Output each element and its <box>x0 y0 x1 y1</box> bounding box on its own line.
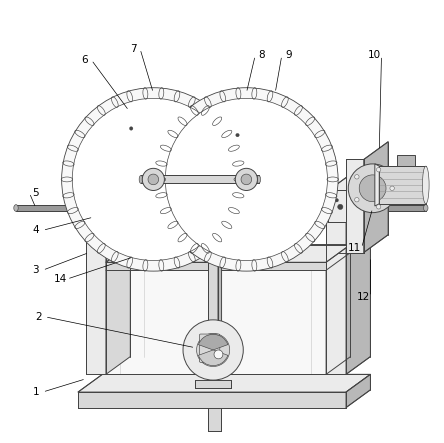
Bar <box>87 205 151 211</box>
Circle shape <box>348 164 397 213</box>
Bar <box>107 204 324 212</box>
Text: 1: 1 <box>32 387 39 397</box>
Circle shape <box>72 98 234 260</box>
Polygon shape <box>353 176 372 222</box>
Text: 12: 12 <box>357 292 370 302</box>
Polygon shape <box>326 253 350 374</box>
Bar <box>16 205 87 211</box>
Text: 7: 7 <box>130 44 137 54</box>
FancyBboxPatch shape <box>199 334 220 362</box>
Polygon shape <box>346 374 370 408</box>
Bar <box>86 190 109 222</box>
Polygon shape <box>326 199 370 217</box>
Bar <box>364 205 426 211</box>
Text: 11: 11 <box>348 243 361 253</box>
Ellipse shape <box>139 175 143 183</box>
Text: 6: 6 <box>81 55 88 65</box>
Circle shape <box>235 168 258 190</box>
Circle shape <box>377 167 381 172</box>
Bar <box>397 155 415 166</box>
Circle shape <box>165 98 327 260</box>
Wedge shape <box>198 334 228 350</box>
Bar <box>208 262 218 337</box>
Circle shape <box>355 175 359 179</box>
Bar <box>249 205 328 211</box>
Bar <box>78 392 346 408</box>
Bar <box>379 166 426 204</box>
Circle shape <box>142 168 164 190</box>
Bar <box>195 380 231 388</box>
Circle shape <box>214 350 223 359</box>
Polygon shape <box>86 176 128 190</box>
Circle shape <box>390 186 394 190</box>
Bar <box>141 175 259 183</box>
Bar <box>328 190 353 222</box>
Bar <box>346 159 364 253</box>
Circle shape <box>337 204 343 210</box>
Circle shape <box>335 198 338 202</box>
Ellipse shape <box>257 175 261 183</box>
Polygon shape <box>328 176 372 190</box>
Polygon shape <box>109 176 128 222</box>
Circle shape <box>183 320 243 380</box>
Circle shape <box>197 334 230 366</box>
Text: 2: 2 <box>35 312 41 322</box>
Circle shape <box>101 198 104 202</box>
Circle shape <box>359 175 386 202</box>
Circle shape <box>148 174 159 185</box>
Bar <box>326 217 346 374</box>
Ellipse shape <box>422 166 429 204</box>
Polygon shape <box>86 199 130 217</box>
Polygon shape <box>375 164 379 206</box>
Text: 8: 8 <box>258 51 265 60</box>
Polygon shape <box>364 142 388 253</box>
Text: 10: 10 <box>368 51 381 60</box>
Polygon shape <box>106 262 326 270</box>
Wedge shape <box>198 350 228 365</box>
Ellipse shape <box>14 205 18 211</box>
Polygon shape <box>106 199 130 374</box>
Bar <box>208 408 221 431</box>
Circle shape <box>155 88 338 271</box>
Circle shape <box>355 198 359 202</box>
Circle shape <box>236 133 239 137</box>
Text: 14: 14 <box>54 274 67 284</box>
Polygon shape <box>346 199 370 374</box>
Circle shape <box>241 174 252 185</box>
Circle shape <box>92 191 95 194</box>
Polygon shape <box>106 245 350 262</box>
Polygon shape <box>218 260 222 337</box>
Text: 9: 9 <box>285 51 292 60</box>
Bar <box>86 217 106 374</box>
Circle shape <box>95 204 100 210</box>
Bar <box>106 270 326 374</box>
Polygon shape <box>106 253 350 270</box>
Circle shape <box>129 127 133 130</box>
Text: 3: 3 <box>32 265 39 275</box>
Circle shape <box>62 88 245 271</box>
Polygon shape <box>78 374 370 392</box>
Text: 4: 4 <box>32 225 39 235</box>
Text: 5: 5 <box>32 188 39 198</box>
Circle shape <box>377 205 381 209</box>
Ellipse shape <box>424 205 428 211</box>
